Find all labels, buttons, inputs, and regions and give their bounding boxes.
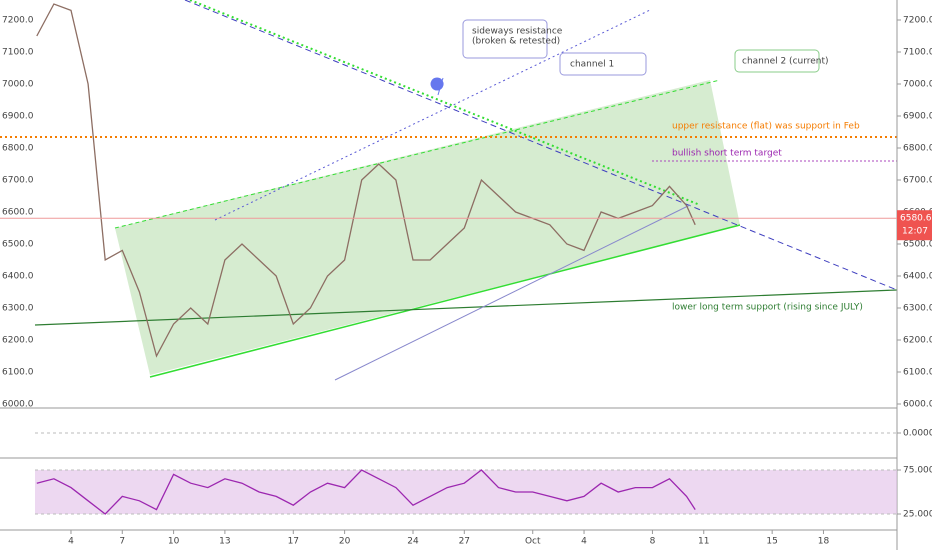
y-tick-label: 6100.0 xyxy=(903,368,932,378)
price-line xyxy=(36,469,696,515)
annotation: sideways resistance xyxy=(472,27,563,37)
y-tick-label: 6200.0 xyxy=(2,336,34,346)
y-tick-label: 6600.0 xyxy=(2,208,34,218)
y-tick-label: 6700.0 xyxy=(2,176,34,186)
y-tick-label: 6500.0 xyxy=(903,240,932,250)
resistance-dotted xyxy=(189,0,701,206)
x-tick-label: 27 xyxy=(459,537,470,547)
channel-bottom xyxy=(149,224,741,378)
y-tick-label: 6000.0 xyxy=(903,400,932,410)
x-tick-label: 4 xyxy=(68,537,74,547)
y-tick-label: 6900.0 xyxy=(2,112,34,122)
x-tick-label: 4 xyxy=(581,537,587,547)
channel-top xyxy=(114,79,721,229)
price-line xyxy=(36,3,696,358)
y-tick-label: 6800.0 xyxy=(2,144,34,154)
y-tick-label: 25.0000 xyxy=(903,509,932,519)
x-tick-label: 18 xyxy=(818,537,830,547)
x-tick-label: Oct xyxy=(525,537,541,547)
x-tick-label: 24 xyxy=(407,537,419,547)
x-tick-label: 15 xyxy=(766,537,777,547)
y-tick-label: 6100.0 xyxy=(2,368,34,378)
callout xyxy=(462,19,548,59)
y-tick-label: 7200.0 xyxy=(2,16,34,26)
y-tick-label: 6400.0 xyxy=(903,272,932,282)
y-tick-label: 6400.0 xyxy=(2,272,34,282)
y-tick-label: 6300.0 xyxy=(2,304,34,314)
annotation: bullish short term target xyxy=(672,149,782,159)
y-tick-label: 7100.0 xyxy=(2,48,34,58)
price-tag-time: 12:07 xyxy=(902,227,928,237)
y-tick-label: 7000.0 xyxy=(2,80,34,90)
callout xyxy=(559,52,647,76)
annotation: (broken & retested) xyxy=(472,37,560,47)
annotation: channel 1 xyxy=(570,60,614,70)
annotation: channel 2 (current) xyxy=(742,57,829,67)
downtrend xyxy=(184,0,898,291)
y-tick-label: 7000.0 xyxy=(903,80,932,90)
y-tick-label: 75.0000 xyxy=(903,466,932,476)
x-tick-label: 17 xyxy=(288,537,299,547)
x-tick-label: 8 xyxy=(650,537,656,547)
annotation: upper resistance (flat) was support in F… xyxy=(672,122,860,132)
x-tick-label: 10 xyxy=(168,537,180,547)
trend-line xyxy=(334,204,691,381)
x-tick-label: 13 xyxy=(219,537,230,547)
x-tick-label: 7 xyxy=(119,537,125,547)
y-tick-label: 6500.0 xyxy=(2,240,34,250)
y-tick-label: 6700.0 xyxy=(903,176,932,186)
price-tag-label: 6580.6 xyxy=(900,214,932,224)
y-tick-label: 6900.0 xyxy=(903,112,932,122)
y-tick-label: 6300.0 xyxy=(903,304,932,314)
y-tick-label: 6200.0 xyxy=(903,336,932,346)
channel1-line xyxy=(214,9,651,221)
x-tick-label: 11 xyxy=(698,537,709,547)
y-tick-label: 6000.0 xyxy=(2,400,34,410)
channel-area xyxy=(115,80,740,375)
callout xyxy=(734,49,820,73)
x-tick-label: 20 xyxy=(339,537,351,547)
y-tick-label: 0.0000 xyxy=(903,429,932,439)
price-tag xyxy=(897,210,932,241)
y-tick-label: 7100.0 xyxy=(903,48,932,58)
y-tick-label: 6800.0 xyxy=(903,144,932,154)
marker-pin xyxy=(430,77,444,96)
y-tick-label: 7200.0 xyxy=(903,16,932,26)
annotation: lower long term support (rising since JU… xyxy=(672,303,863,313)
rsi-band xyxy=(35,470,897,514)
